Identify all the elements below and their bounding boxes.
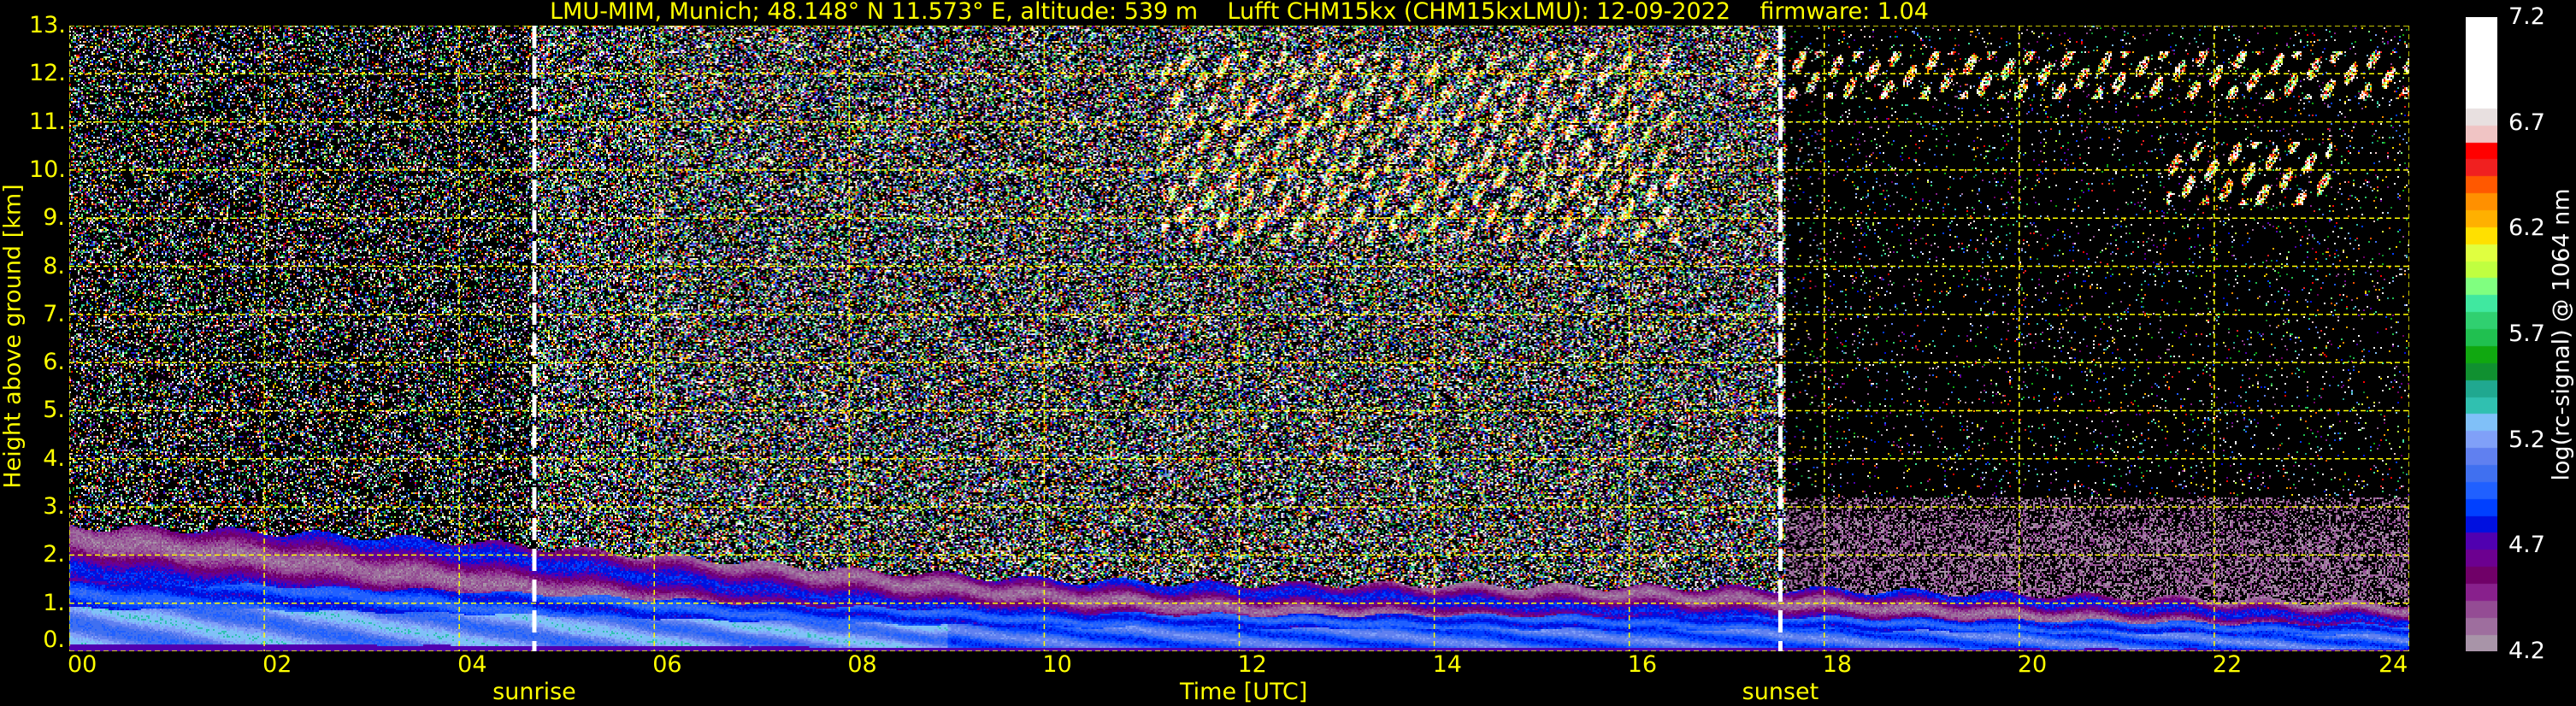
- sunset-label: sunset: [1742, 679, 1819, 705]
- colorbar: [2466, 17, 2497, 651]
- x-tick-label: 22: [2212, 651, 2243, 678]
- colorbar-tick-label: 5.7: [2508, 321, 2545, 347]
- plot-area: [69, 26, 2409, 651]
- x-tick-label: 12: [1237, 651, 1267, 678]
- y-tick-label: 10.: [29, 156, 66, 183]
- colorbar-tick-label: 4.7: [2508, 532, 2545, 559]
- y-tick-label: 1.: [43, 589, 65, 616]
- x-tick-label: 04: [457, 651, 487, 678]
- y-tick-label: 2.: [43, 541, 65, 568]
- y-tick-label: 4.: [43, 444, 65, 472]
- x-tick-label: 16: [1627, 651, 1658, 678]
- y-tick-label: 8.: [43, 252, 65, 279]
- y-tick-label: 12.: [29, 60, 66, 87]
- x-tick-label: 06: [652, 651, 682, 678]
- y-tick-label: 3.: [43, 493, 65, 521]
- colorbar-tick-label: 6.7: [2508, 109, 2545, 136]
- x-tick-label: 20: [2017, 651, 2048, 678]
- sunrise-label: sunrise: [492, 679, 576, 705]
- y-tick-label: 11.: [29, 108, 66, 135]
- x-tick-label: 18: [1822, 651, 1853, 678]
- y-tick-label: 0.: [43, 627, 65, 653]
- y-tick-label: 13.: [29, 12, 66, 38]
- colorbar-tick-label: 5.2: [2508, 426, 2545, 453]
- colorbar-label: log(rc-signal) @ 1064 nm: [2548, 188, 2575, 481]
- x-tick-label: 10: [1042, 651, 1072, 678]
- colorbar-tick-label: 4.2: [2508, 638, 2545, 664]
- grid-overlay: [69, 26, 2409, 651]
- x-tick-label: 24: [2379, 651, 2408, 678]
- colorbar-tick-label: 7.2: [2508, 3, 2545, 30]
- y-tick-label: 5.: [43, 397, 65, 424]
- colorbar-tick-label: 6.2: [2508, 215, 2545, 242]
- x-tick-label: 08: [847, 651, 877, 678]
- x-tick-label: 00: [68, 651, 97, 678]
- y-tick-label: 9.: [43, 204, 65, 232]
- chart-title: LMU-MIM, Munich; 48.148° N 11.573° E, al…: [550, 0, 1929, 25]
- x-tick-label: 14: [1432, 651, 1462, 678]
- y-axis-label: Height above ground [km]: [0, 184, 27, 489]
- x-tick-label: 02: [262, 651, 292, 678]
- y-tick-label: 7.: [43, 300, 65, 327]
- x-axis-label: Time [UTC]: [1180, 679, 1308, 705]
- y-tick-label: 6.: [43, 349, 65, 376]
